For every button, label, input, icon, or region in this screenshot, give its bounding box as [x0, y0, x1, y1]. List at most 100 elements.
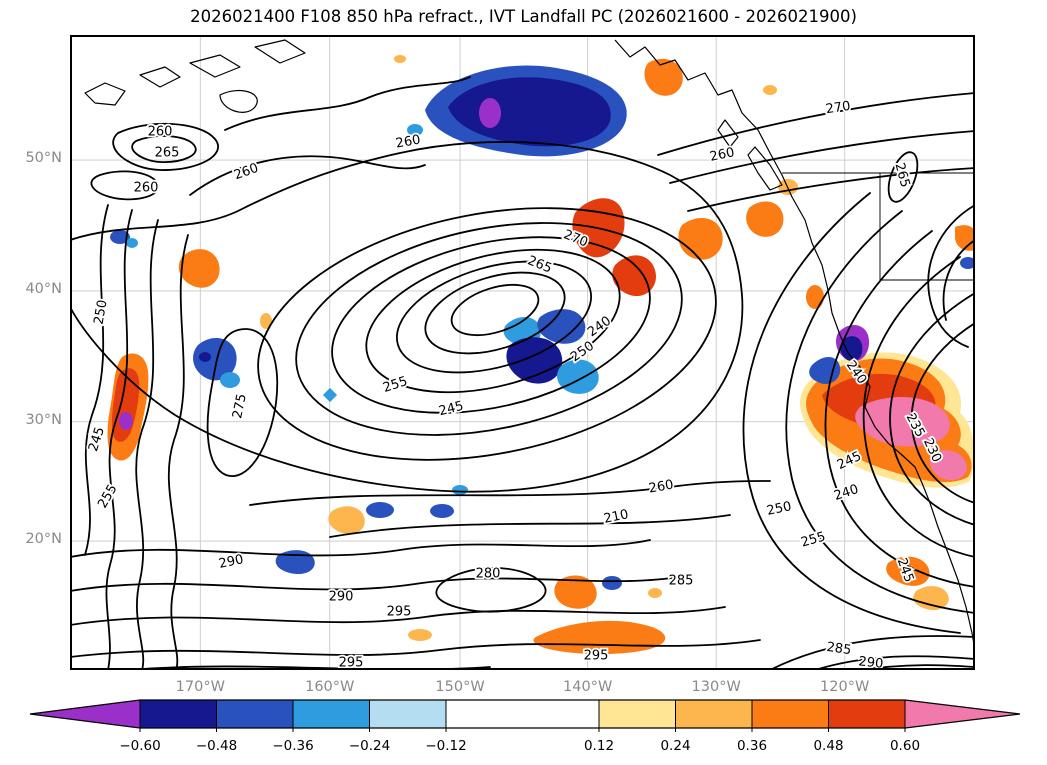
x-axis-tick-label: 120°W — [820, 679, 870, 695]
colorbar-segment — [675, 700, 752, 728]
colorbar-tick-label: −0.24 — [349, 738, 390, 754]
shaded-region — [394, 55, 406, 63]
y-axis-tick-label: 50°N — [25, 150, 62, 167]
contour-label: 275 — [230, 393, 250, 420]
shaded-region — [407, 124, 423, 136]
shaded-region — [886, 556, 930, 586]
shaded-region — [448, 77, 611, 147]
colorbar-tick-label: 0.60 — [890, 738, 920, 754]
shaded-region — [430, 504, 454, 518]
colorbar-tick-label: 0.36 — [737, 738, 767, 754]
contour-label: 270 — [825, 99, 852, 117]
contour-label: 260 — [709, 145, 736, 165]
contour-lines — [70, 76, 975, 670]
y-axis-tick-label: 40°N — [25, 280, 62, 297]
shaded-region — [199, 352, 211, 362]
colorbar-outline — [29, 699, 1021, 729]
contour-label: 265 — [892, 161, 913, 189]
shaded-region — [746, 201, 784, 237]
contour-label: 295 — [387, 605, 412, 620]
contour-label: 290 — [858, 654, 884, 670]
contour-label: 250 — [91, 299, 110, 326]
colorbar-tick-label: −0.48 — [196, 738, 237, 754]
shaded-region — [960, 257, 975, 269]
colorbar-segment — [446, 700, 599, 728]
contour-label: 260 — [232, 161, 260, 184]
contour-label: 290 — [218, 552, 245, 572]
y-axis-tick-label: 30°N — [25, 411, 62, 428]
contour-label: 295 — [339, 656, 364, 670]
colorbar-segment — [828, 700, 905, 728]
shaded-region — [322, 387, 338, 403]
contour-label: 245 — [437, 399, 465, 420]
shaded-region — [126, 238, 138, 248]
shaded-region — [806, 285, 824, 309]
coastline — [84, 39, 975, 651]
contour-label: 250 — [766, 499, 793, 519]
contour-label: 280 — [476, 567, 501, 582]
colorbar-segment — [293, 700, 370, 728]
contour-label: 260 — [148, 125, 173, 140]
y-axis-tick-label: 20°N — [25, 531, 62, 548]
shaded-region — [602, 576, 622, 590]
contour-label: 240 — [832, 482, 860, 504]
contour-label: 255 — [95, 482, 120, 511]
shaded-region — [178, 249, 220, 288]
shaded-region — [809, 356, 841, 385]
contour-label: 260 — [134, 181, 159, 196]
colorbar: −0.60 −0.48 −0.36 −0.24 −0.12 0.12 0.24 0.36 0.4… — [29, 699, 1021, 754]
contour-label: 260 — [395, 132, 422, 151]
colorbar-tick-label: 0.12 — [584, 738, 614, 754]
contour-label: 210 — [603, 507, 630, 527]
contour-label: 265 — [155, 146, 180, 161]
contour-label: 285 — [826, 640, 853, 658]
colorbar-tick-label: −0.60 — [119, 738, 160, 754]
shaded-region — [929, 450, 967, 481]
shaded-region — [110, 230, 130, 244]
shaded-region — [366, 502, 394, 518]
x-axis-tick-label: 150°W — [435, 679, 485, 695]
shaded-region — [840, 336, 863, 362]
shaded-region — [328, 506, 365, 535]
state-borders — [782, 172, 975, 281]
colorbar-tick-label: 0.48 — [813, 738, 843, 754]
colorbar-segment — [140, 700, 217, 728]
chart-title: 2026021400 F108 850 hPa refract., IVT La… — [190, 7, 857, 26]
shaded-region — [678, 218, 723, 260]
shaded-region — [612, 255, 656, 297]
shaded-region — [554, 575, 597, 609]
colorbar-segment — [369, 700, 446, 728]
colorbar-segment — [905, 700, 1020, 728]
contour-label: 245 — [86, 425, 108, 453]
shaded-region — [913, 586, 949, 611]
colorbar-tick-label: −0.36 — [272, 738, 313, 754]
shaded-region — [408, 629, 432, 641]
shaded-region — [193, 338, 237, 381]
x-axis-tick-label: 140°W — [563, 679, 613, 695]
colorbar-segment — [752, 700, 829, 728]
contour-label: 290 — [329, 590, 354, 605]
colorbar-segment — [599, 700, 676, 728]
contour-label: 285 — [669, 574, 694, 589]
x-axis-tick-label: 170°W — [175, 679, 225, 695]
shaded-region — [260, 313, 272, 329]
shaded-region — [220, 372, 240, 388]
shaded-region — [557, 359, 599, 394]
colorbar-segment — [30, 700, 140, 728]
shaded-region — [452, 485, 468, 495]
contour-label: 255 — [799, 529, 827, 550]
x-axis-tick-label: 130°W — [691, 679, 741, 695]
plot-frame — [70, 35, 975, 670]
shaded-region — [644, 58, 683, 96]
shaded-region — [537, 309, 586, 344]
shaded-region — [119, 412, 133, 430]
contour-label: 295 — [584, 649, 609, 664]
map-plot-area: 2602652602602602702602652502452552752702… — [70, 35, 975, 670]
contour-label: 260 — [648, 477, 675, 496]
x-axis-tick-label: 160°W — [305, 679, 355, 695]
colorbar-tick-label: −0.12 — [425, 738, 466, 754]
shaded-region — [648, 588, 662, 598]
shaded-region — [763, 85, 777, 95]
colorbar-tick-label: 0.24 — [660, 738, 690, 754]
